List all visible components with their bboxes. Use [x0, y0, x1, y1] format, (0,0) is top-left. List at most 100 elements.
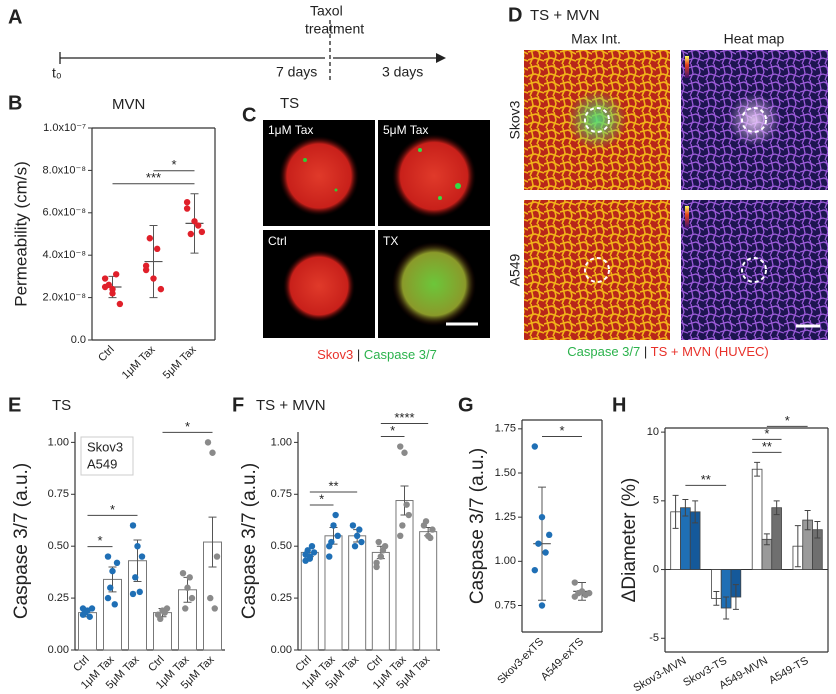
data-point [183, 199, 191, 206]
legend-separator: | [357, 347, 360, 362]
y-tick-label: 0.25 [48, 592, 69, 604]
error-bar [763, 533, 770, 546]
y-tick-label: 6.0x10⁻⁸ [43, 207, 86, 219]
x-tick-label: A549-exTS [539, 636, 586, 683]
data-point [326, 542, 333, 550]
error-bar [773, 500, 780, 516]
data-point [209, 449, 216, 456]
data-point [104, 553, 112, 560]
bar [751, 468, 763, 570]
y-tick-label: 0.75 [48, 488, 69, 500]
data-point [427, 534, 434, 542]
data-point [204, 439, 212, 446]
x-tick-label: A549-TS [767, 655, 811, 687]
y-tick-label: 5 [653, 495, 659, 507]
legend-text: TS + MVN (HUVEC) [651, 344, 769, 359]
data-point [104, 594, 112, 602]
significance-label: ** [701, 472, 711, 487]
y-tick-label: 2.0x10⁻⁸ [43, 292, 86, 304]
bar [419, 531, 438, 651]
error-bar [732, 584, 739, 610]
x-tick-label: Ctrl [96, 344, 117, 365]
data-point [88, 605, 96, 612]
data-point [571, 579, 578, 586]
bar [395, 500, 414, 651]
x-tick-label: 5μM Tax [161, 343, 199, 381]
data-point [79, 605, 87, 612]
y-tick-label: 0.25 [271, 592, 292, 604]
timeline-phase: 3 days [382, 64, 423, 80]
data-point [146, 235, 154, 242]
timeline-event: Taxol [310, 3, 343, 19]
image-label: Ctrl [268, 234, 287, 248]
error-bar [713, 591, 720, 606]
error-bar [804, 509, 811, 531]
data-point [546, 531, 553, 539]
data-point [351, 542, 359, 550]
panel-label: H [612, 394, 626, 416]
legend-label: A549 [87, 456, 117, 471]
data-point [211, 605, 218, 612]
data-point [191, 218, 198, 225]
row-header: Skov3 [507, 100, 523, 139]
panel-title: TS [280, 95, 299, 112]
data-point [129, 590, 137, 598]
x-tick-label: Ctrl [146, 654, 167, 675]
data-point [397, 443, 404, 450]
error-bar [814, 520, 821, 539]
y-tick-label: 4.0x10⁻⁸ [43, 249, 86, 261]
error-bar [692, 500, 699, 524]
data-point [116, 300, 124, 308]
data-point [182, 605, 189, 612]
data-point [184, 584, 191, 591]
y-axis-label: Caspase 3/7 (a.u.) [11, 463, 32, 619]
x-tick-label: 1μM Tax [120, 343, 158, 381]
y-tick-label: 1.0x10⁻⁷ [43, 122, 86, 134]
y-tick-label: 0.00 [271, 644, 292, 656]
y-tick-label: 1.75 [495, 423, 516, 435]
y-tick-label: 1.00 [271, 436, 292, 448]
data-point [542, 549, 549, 556]
data-point [538, 602, 546, 609]
data-point [422, 518, 430, 525]
data-point [213, 553, 221, 560]
data-point [375, 538, 382, 546]
x-tick-label: Ctrl [71, 654, 92, 675]
legend-separator: | [644, 344, 647, 359]
image-legend: Skov3 | Caspase 3/7 [317, 347, 437, 362]
data-point [538, 513, 546, 521]
bar [348, 535, 367, 651]
row-header: A549 [507, 253, 523, 286]
data-point [136, 588, 143, 596]
data-point [86, 613, 93, 620]
data-point [142, 266, 150, 274]
data-point [101, 275, 109, 282]
legend-text: Skov3 [317, 347, 353, 362]
data-point [302, 551, 309, 558]
panel-label: D [508, 4, 522, 26]
data-point [332, 511, 339, 519]
data-point [403, 501, 410, 508]
panel-label: B [8, 92, 22, 114]
column-header: Max Int. [571, 31, 621, 47]
significance-label: * [319, 491, 324, 506]
data-point [150, 275, 157, 282]
bar [680, 507, 691, 570]
data-point [310, 549, 318, 556]
data-point [377, 553, 385, 560]
y-axis-label: ΔDiameter (%) [619, 478, 640, 603]
legend-box [80, 436, 134, 476]
error-bar [672, 494, 679, 529]
significance-label: * [185, 419, 190, 434]
image-label: TX [383, 234, 398, 248]
y-tick-label: 10 [647, 426, 659, 438]
column-header: Heat map [724, 31, 785, 47]
timeline-phase: 7 days [276, 64, 317, 80]
error-bar [149, 225, 158, 299]
x-tick-label: Skov3-MVN [632, 655, 689, 694]
chart-title: MVN [112, 96, 145, 113]
data-point [399, 522, 406, 529]
y-tick-label: 0.0 [71, 334, 86, 346]
data-point [109, 285, 116, 293]
significance-label: * [97, 533, 102, 548]
